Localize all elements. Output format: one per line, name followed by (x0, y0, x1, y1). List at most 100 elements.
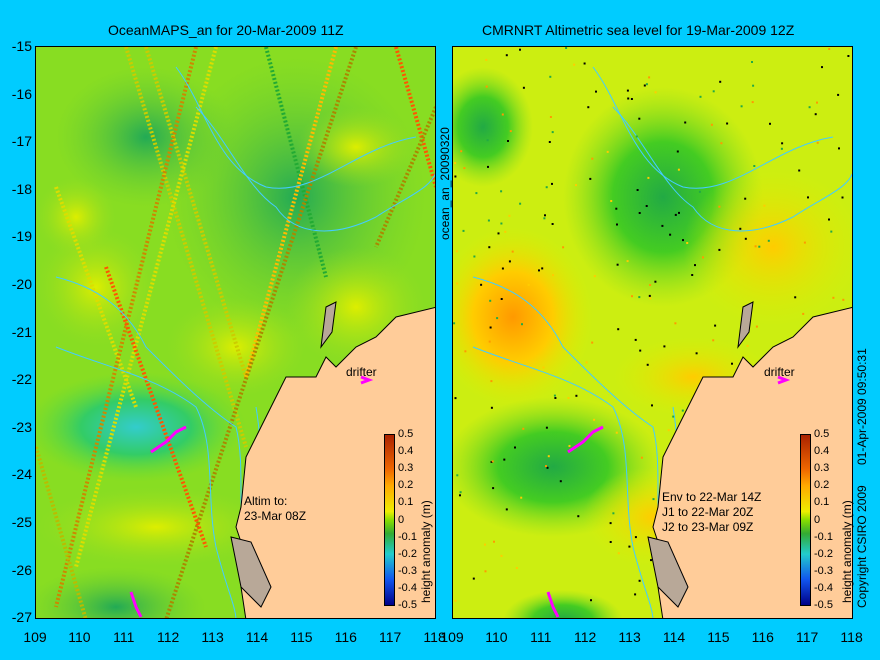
obs-point (616, 263, 619, 266)
colorbar-tick-label: -0.5 (398, 599, 417, 611)
x-tick-label: 116 (334, 629, 357, 645)
drifter-track-left (129, 375, 374, 618)
obs-point (591, 157, 594, 160)
obs-point (552, 274, 554, 277)
colorbar-tick-label: 0 (814, 513, 821, 526)
obs-point (589, 177, 592, 180)
obs-point (752, 84, 755, 87)
obs-point (455, 250, 458, 253)
obs-point (501, 113, 504, 116)
obs-point (484, 543, 486, 546)
obs-point (694, 264, 696, 267)
colorbar-tick-label: -0.1 (398, 530, 417, 543)
obs-point (802, 312, 805, 315)
obs-point (731, 362, 733, 365)
obs-point (456, 282, 459, 285)
obs-point (798, 169, 801, 172)
obs-point (643, 84, 646, 87)
colorbar-tick-label: -0.1 (814, 530, 833, 543)
obs-point (488, 246, 491, 249)
right-colorbar-label: height anomaly (m) (840, 500, 854, 603)
obs-point (508, 260, 511, 263)
obs-point (505, 508, 508, 511)
x-tick-label: 110 (485, 629, 508, 645)
y-tick-label: -27 (11, 609, 32, 626)
obs-point (493, 540, 495, 543)
obs-point (654, 91, 657, 94)
obs-point (489, 299, 492, 302)
colorbar-tick-label: -0.4 (398, 581, 417, 594)
obs-point (462, 229, 465, 232)
right-colorbar (800, 434, 811, 606)
copyright-label: Copyright CSIRO 2009 (855, 485, 869, 608)
obs-point (842, 298, 845, 301)
left-map-panel[interactable] (35, 46, 436, 619)
obs-point (746, 344, 749, 347)
obs-point (691, 274, 694, 276)
obs-point (638, 296, 641, 299)
obs-point (615, 207, 618, 210)
left-colorbar (384, 434, 395, 606)
obs-point (718, 248, 721, 251)
obs-point (615, 431, 618, 434)
obs-point (545, 426, 548, 429)
obs-point (487, 219, 490, 222)
obs-point (491, 460, 494, 463)
obs-point (480, 283, 483, 286)
obs-point (500, 222, 503, 225)
obs-point (543, 217, 546, 220)
obs-point (527, 283, 530, 286)
obs-point (674, 322, 677, 325)
right-drifter-label: drifter (764, 365, 795, 379)
obs-point (695, 352, 698, 355)
obs-point (720, 142, 723, 145)
obs-point (654, 280, 657, 283)
obs-point (587, 106, 590, 109)
obs-point (545, 465, 547, 468)
obs-point (702, 256, 704, 259)
obs-point (638, 117, 641, 120)
obs-point (650, 559, 652, 562)
obs-point (549, 297, 552, 300)
obs-point (648, 294, 651, 297)
obs-point (763, 204, 766, 207)
obs-point (542, 366, 545, 369)
obs-point (712, 90, 715, 93)
x-tick-label: 113 (201, 629, 224, 645)
x-tick-label: 112 (574, 629, 597, 645)
obs-point (549, 116, 552, 118)
obs-point (758, 245, 761, 248)
obs-point (549, 75, 552, 78)
obs-point (459, 494, 461, 497)
obs-point (744, 237, 747, 240)
obs-point (454, 599, 457, 602)
obs-point (453, 322, 456, 325)
obs-point (583, 62, 586, 65)
obs-point (828, 48, 831, 50)
obs-point (674, 213, 677, 216)
obs-point (454, 175, 457, 178)
obs-point (460, 150, 463, 153)
obs-point (710, 123, 713, 126)
obs-point (500, 298, 503, 300)
obs-point (609, 522, 612, 525)
x-tick-label: 114 (245, 629, 269, 645)
obs-point (521, 323, 523, 326)
colorbar-tick-label: 0.4 (814, 445, 830, 458)
colorbar-tick-label: -0.5 (814, 599, 833, 611)
obs-point (780, 147, 783, 150)
y-tick-label: -15 (11, 38, 32, 54)
obs-point (591, 341, 594, 344)
obs-point (554, 397, 557, 399)
obs-point (454, 397, 457, 400)
obs-point (640, 456, 643, 459)
colorbar-tick-label: -0.3 (398, 564, 417, 577)
colorbar-tick-label: -0.3 (814, 564, 833, 577)
obs-point (628, 545, 631, 548)
obs-point (511, 250, 514, 253)
obs-point (519, 48, 521, 51)
obs-point (551, 223, 554, 225)
obs-point (490, 380, 493, 383)
right-satellite-annotation: Env to 22-Mar 14Z J1 to 22-Mar 20Z J2 to… (662, 490, 762, 534)
right-map-panel[interactable] (452, 46, 853, 619)
